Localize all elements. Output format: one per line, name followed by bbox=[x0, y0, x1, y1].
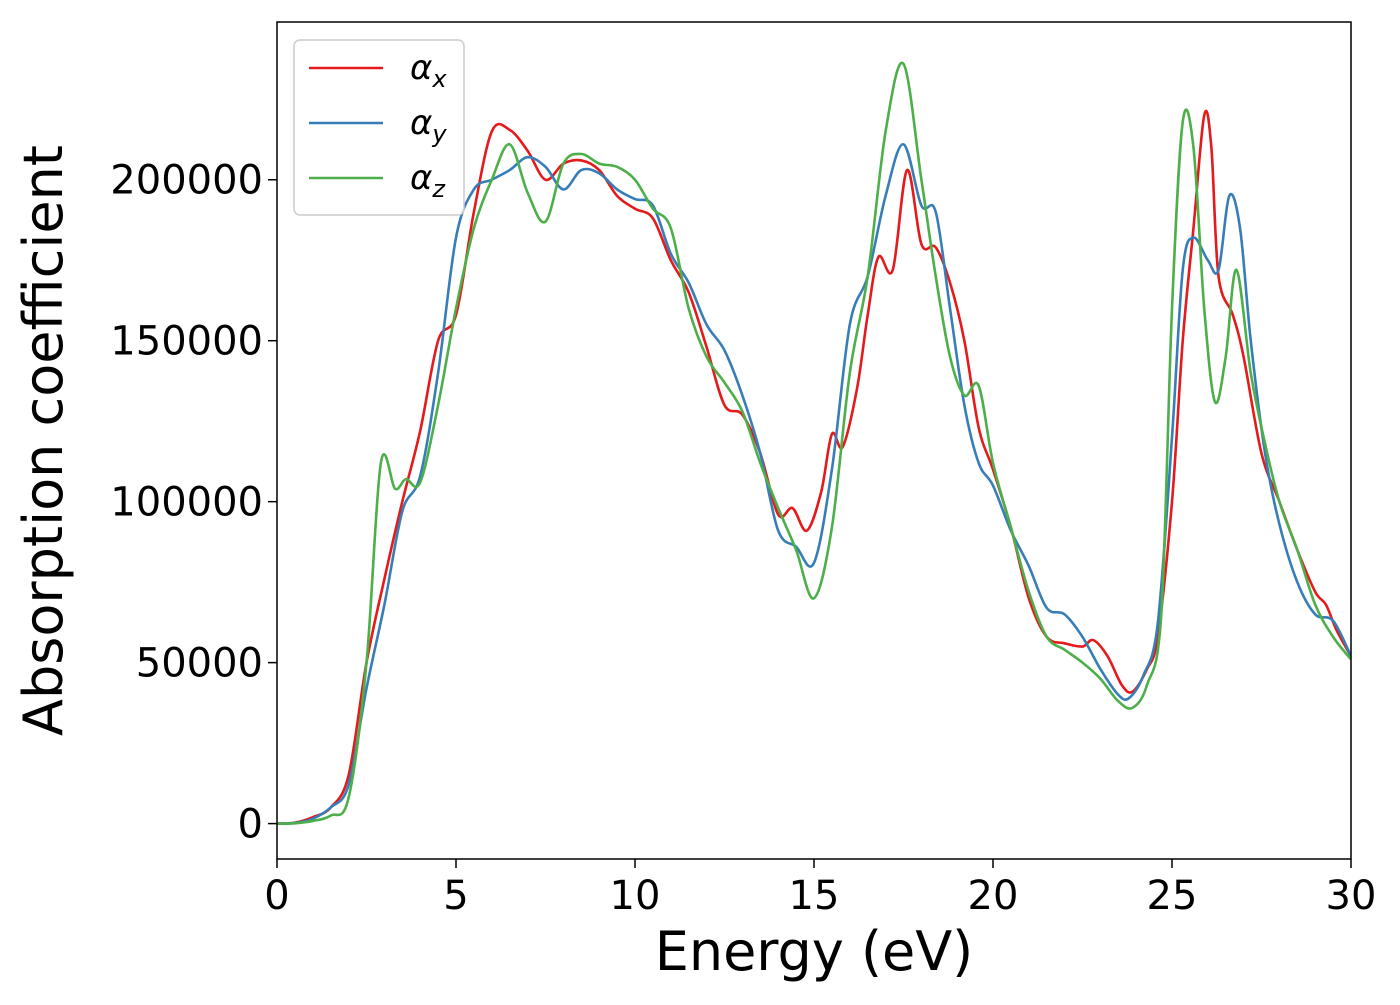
legend-label-alpha-x: αx bbox=[410, 48, 447, 93]
y-axis-label: Absorption coefficient bbox=[12, 145, 75, 736]
x-tick-label: 20 bbox=[968, 873, 1019, 919]
x-axis-ticks: 0 5 10 15 20 25 30 bbox=[264, 859, 1376, 919]
y-axis-ticks: 0 50000 100000 150000 200000 bbox=[110, 158, 277, 848]
y-tick-label: 100000 bbox=[110, 480, 263, 526]
y-tick-label: 0 bbox=[238, 802, 263, 848]
series-layer bbox=[277, 61, 1351, 825]
x-axis-label: Energy (eV) bbox=[655, 920, 974, 983]
x-tick-label: 25 bbox=[1147, 873, 1198, 919]
series-line-alpha-y bbox=[277, 143, 1351, 825]
series-line-alpha-x bbox=[277, 109, 1351, 825]
x-tick-label: 30 bbox=[1326, 873, 1377, 919]
legend-box bbox=[293, 39, 465, 216]
legend: αx αy αz bbox=[293, 39, 465, 216]
x-tick-label: 15 bbox=[789, 873, 840, 919]
x-tick-label: 5 bbox=[443, 873, 468, 919]
series-line-alpha-z bbox=[277, 61, 1351, 825]
legend-label-alpha-y: αy bbox=[410, 103, 447, 148]
y-tick-label: 200000 bbox=[110, 158, 263, 204]
y-tick-label: 150000 bbox=[110, 319, 263, 365]
x-tick-label: 0 bbox=[264, 873, 289, 919]
y-tick-label: 50000 bbox=[136, 641, 263, 687]
legend-label-alpha-z: αz bbox=[410, 158, 446, 203]
x-tick-label: 10 bbox=[610, 873, 661, 919]
